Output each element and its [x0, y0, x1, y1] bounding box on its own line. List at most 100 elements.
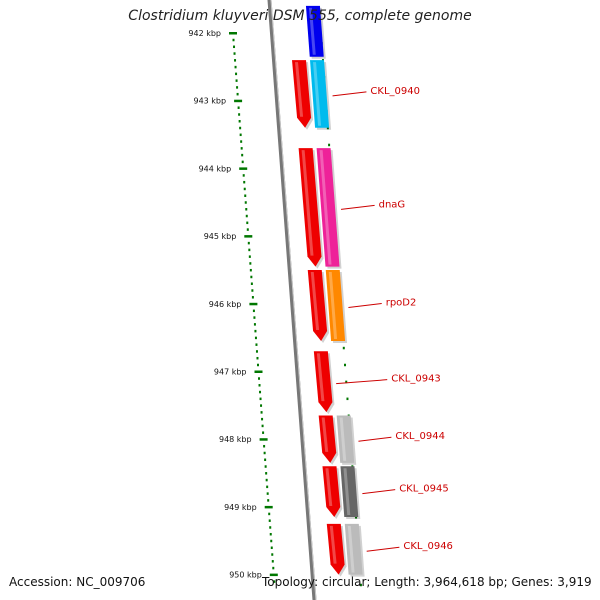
gene-gloss — [339, 417, 347, 461]
gene-g0944-ann — [336, 415, 357, 465]
gene-gloss — [329, 525, 337, 564]
ruler-minor-dot — [264, 465, 267, 468]
gene-gloss — [295, 62, 304, 117]
ruler-major-tick — [259, 438, 268, 441]
ruler-minor-dot — [268, 512, 271, 516]
ruler-major-tick — [264, 505, 273, 509]
ruler-minor-dot — [236, 86, 239, 89]
ruler-minor-dot — [254, 336, 257, 340]
ruler-minor-dot — [238, 120, 241, 123]
ruler-minor-dot — [232, 38, 235, 42]
ruler-tick-label: 947 kbp — [214, 368, 247, 377]
gene-g0940-ann — [310, 60, 332, 130]
ruler-minor-dot — [266, 485, 269, 489]
ruler-major-tick — [249, 302, 258, 306]
ruler-minor-dot — [250, 275, 253, 279]
gene-label-g0946-ann: CKL_0946 — [403, 541, 453, 552]
ruler-minor-dot — [247, 241, 250, 245]
gene-g0946-fwd — [326, 523, 347, 577]
ruler-minor-dot — [245, 214, 248, 218]
gene-body-g0940-fwd — [292, 60, 312, 128]
ruler-minor-dot — [268, 519, 271, 522]
gene-label-leader — [332, 91, 367, 97]
ruler-minor-dot — [265, 472, 268, 475]
outer-ruler-dot — [355, 516, 358, 519]
ruler-minor-dot — [251, 289, 254, 292]
gene-gloss — [316, 353, 325, 402]
map-title: Clostridium kluyveri DSM 555, complete g… — [128, 8, 472, 24]
ruler-minor-dot — [246, 228, 249, 231]
ruler-minor-dot — [266, 492, 269, 495]
ruler-minor-dot — [265, 478, 268, 482]
gene-body-g0946-fwd — [326, 523, 345, 575]
backbone-layer — [267, 0, 317, 600]
ruler-minor-dot — [251, 296, 254, 299]
gene-label-leader — [336, 379, 388, 385]
ruler-minor-dot — [241, 153, 244, 157]
gene-body-rpoD2-fwd — [307, 269, 328, 342]
gene-g0944-fwd — [318, 415, 339, 465]
ruler-minor-dot — [245, 208, 248, 211]
ruler-minor-dot — [259, 397, 262, 401]
ruler-minor-dot — [246, 221, 249, 225]
gene-gloss — [308, 7, 316, 55]
outer-ruler-dot — [346, 397, 349, 401]
ruler-minor-dot — [244, 194, 247, 197]
ruler-minor-dot — [234, 59, 237, 62]
gene-body-g0944-fwd — [318, 415, 337, 463]
gene-gloss — [301, 150, 314, 256]
ruler-minor-dot — [254, 329, 257, 333]
gene-body-dnaG-ann — [316, 148, 340, 267]
ruler-minor-dot — [250, 282, 253, 285]
gene-layer — [292, 5, 365, 577]
ruler-major-tick — [244, 235, 253, 238]
ruler-major-tick — [234, 99, 243, 103]
ruler-minor-dot — [263, 444, 266, 448]
genome-summary-text: Topology: circular; Length: 3,964,618 bp… — [262, 575, 592, 589]
gene-body-g0946-ann — [344, 523, 363, 575]
ruler-tick-label: 943 kbp — [193, 97, 226, 106]
ruler-minor-dot — [252, 309, 255, 313]
ruler-minor-dot — [248, 248, 251, 252]
gene-g0943-fwd — [313, 351, 335, 415]
ruler-minor-dot — [264, 458, 267, 462]
ruler-tick-label: 945 kbp — [204, 232, 237, 241]
ruler-major-tick — [254, 370, 263, 373]
ruler-minor-dot — [261, 417, 264, 421]
gene-body-g0945-ann — [340, 466, 359, 518]
ruler-minor-dot — [261, 424, 264, 428]
gene-label-g0943-fwd: CKL_0943 — [391, 374, 441, 385]
gene-g0946-ann — [344, 523, 365, 577]
ruler-minor-dot — [269, 526, 272, 529]
gene-label-g0945-ann: CKL_0945 — [399, 484, 449, 495]
ruler-major-tick — [269, 573, 278, 577]
gene-gloss — [347, 525, 355, 573]
ruler-tick-label: 946 kbp — [209, 300, 242, 309]
gene-label-leader — [366, 546, 400, 552]
ruler-minor-dot — [233, 52, 236, 55]
ruler-minor-dot — [262, 431, 265, 434]
gene-gloss — [313, 62, 322, 126]
gene-label-dnaG-ann: dnaG — [379, 199, 406, 210]
outer-ruler-dot — [342, 346, 345, 350]
gene-rpoD2-fwd — [307, 269, 330, 344]
ruler-minor-dot — [234, 65, 237, 69]
ruler-minor-dot — [249, 262, 252, 265]
ruler-minor-dot — [271, 560, 274, 563]
gene-g0940-fwd — [292, 60, 314, 130]
ruler-minor-dot — [270, 539, 273, 543]
gene-label-leader — [358, 436, 392, 442]
outer-ruler-dot — [344, 363, 347, 367]
ruler-minor-dot — [236, 92, 239, 96]
ruler-minor-dot — [267, 499, 270, 502]
ruler-minor-dot — [258, 384, 261, 387]
ruler-tick-label: 944 kbp — [199, 164, 232, 173]
ruler-minor-dot — [272, 566, 275, 570]
gene-label-g0940-ann: CKL_0940 — [370, 86, 420, 97]
ruler-minor-dot — [270, 546, 273, 550]
ruler-minor-dot — [240, 147, 243, 150]
ruler-minor-dot — [235, 79, 238, 82]
ruler-minor-dot — [244, 201, 247, 204]
